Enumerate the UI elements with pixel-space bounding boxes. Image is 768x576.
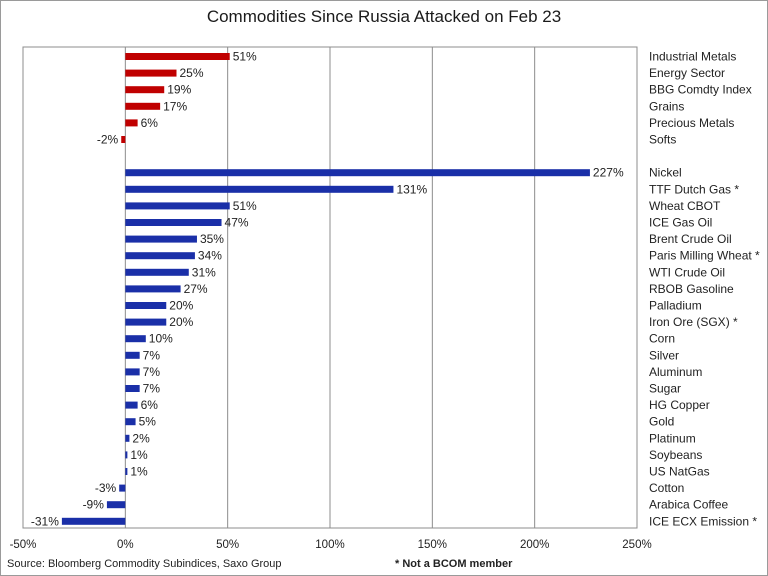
bar xyxy=(125,119,138,127)
data-label: 1% xyxy=(130,465,148,479)
data-label: 20% xyxy=(169,299,193,313)
bar xyxy=(125,86,165,94)
source-note: Source: Bloomberg Commodity Subindices, … xyxy=(7,558,282,570)
category-label: Industrial Metals xyxy=(649,50,736,64)
bar xyxy=(125,202,230,210)
category-label: WTI Crude Oil xyxy=(649,265,725,279)
category-label: Sugar xyxy=(649,382,681,396)
bar xyxy=(125,368,140,376)
category-label: Grains xyxy=(649,99,684,113)
data-label: 6% xyxy=(141,116,159,130)
category-label: Palladium xyxy=(649,299,702,313)
category-label: BBG Comdty Index xyxy=(649,83,752,97)
bar xyxy=(125,335,146,343)
category-label: RBOB Gasoline xyxy=(649,282,734,296)
x-tick-label: 250% xyxy=(622,539,651,551)
bar xyxy=(121,136,126,143)
bcom-member-note: * Not a BCOM member xyxy=(395,558,513,570)
category-label: Softs xyxy=(649,133,676,147)
data-label: -2% xyxy=(97,133,119,147)
bar xyxy=(125,235,197,243)
bar xyxy=(119,484,126,492)
data-label: 25% xyxy=(180,66,204,80)
bar xyxy=(125,219,222,226)
data-label: 19% xyxy=(167,83,191,97)
data-label: 6% xyxy=(141,398,159,412)
bar xyxy=(125,385,140,392)
bar xyxy=(125,169,590,177)
data-label: 1% xyxy=(130,448,148,462)
category-label: Soybeans xyxy=(649,448,702,462)
category-label: Wheat CBOT xyxy=(649,199,721,213)
bar xyxy=(125,434,130,442)
data-label: 10% xyxy=(149,332,173,346)
bar xyxy=(125,102,161,110)
category-label: Corn xyxy=(649,332,675,346)
category-label: Platinum xyxy=(649,431,696,445)
bar xyxy=(61,517,126,525)
x-tick-label: 150% xyxy=(418,539,447,551)
data-label: -3% xyxy=(95,481,117,495)
data-label: 7% xyxy=(143,365,161,379)
category-label: Brent Crude Oil xyxy=(649,232,732,246)
data-label: 7% xyxy=(143,382,161,396)
category-label: US NatGas xyxy=(649,465,710,479)
bar xyxy=(125,302,167,309)
bar xyxy=(125,351,140,359)
bar xyxy=(125,285,181,293)
data-label: 5% xyxy=(139,415,157,429)
bar xyxy=(125,69,177,77)
category-label: Gold xyxy=(649,415,674,429)
category-label: Aluminum xyxy=(649,365,702,379)
category-label: Arabica Coffee xyxy=(649,498,728,512)
category-label: ICE Gas Oil xyxy=(649,216,712,230)
bar xyxy=(125,185,394,193)
x-tick-label: 0% xyxy=(117,539,134,551)
bar xyxy=(125,53,230,60)
data-label: -9% xyxy=(83,498,105,512)
category-label: Nickel xyxy=(649,166,682,180)
data-label: 51% xyxy=(233,50,257,64)
bar xyxy=(125,451,128,459)
category-label: Silver xyxy=(649,348,679,362)
category-label: ICE ECX Emission * xyxy=(649,514,757,528)
data-label: 17% xyxy=(163,99,187,113)
bar xyxy=(125,268,189,276)
data-label: 27% xyxy=(184,282,208,296)
x-tick-label: -50% xyxy=(10,539,37,551)
data-label: 2% xyxy=(132,431,150,445)
data-label: 47% xyxy=(225,216,249,230)
category-label: Cotton xyxy=(649,481,684,495)
chart-title: Commodities Since Russia Attacked on Feb… xyxy=(206,7,562,26)
data-label: 34% xyxy=(198,249,222,263)
x-tick-label: 50% xyxy=(216,539,239,551)
data-label: 227% xyxy=(593,166,624,180)
bar xyxy=(106,501,126,509)
category-label: Paris Milling Wheat * xyxy=(649,249,760,263)
data-label: 51% xyxy=(233,199,257,213)
category-label: Precious Metals xyxy=(649,116,734,130)
x-tick-label: 100% xyxy=(315,539,344,551)
data-label: 131% xyxy=(396,182,427,196)
data-label: -31% xyxy=(31,514,59,528)
data-label: 31% xyxy=(192,265,216,279)
bar xyxy=(125,318,167,326)
bar xyxy=(125,468,128,475)
data-label: 35% xyxy=(200,232,224,246)
category-label: Iron Ore (SGX) * xyxy=(649,315,738,329)
x-tick-label: 200% xyxy=(520,539,549,551)
data-label: 20% xyxy=(169,315,193,329)
category-label: TTF Dutch Gas * xyxy=(649,182,739,196)
bar xyxy=(125,418,136,426)
category-label: Energy Sector xyxy=(649,66,725,80)
bar xyxy=(125,401,138,409)
bar xyxy=(125,252,195,260)
category-label: HG Copper xyxy=(649,398,710,412)
data-label: 7% xyxy=(143,348,161,362)
